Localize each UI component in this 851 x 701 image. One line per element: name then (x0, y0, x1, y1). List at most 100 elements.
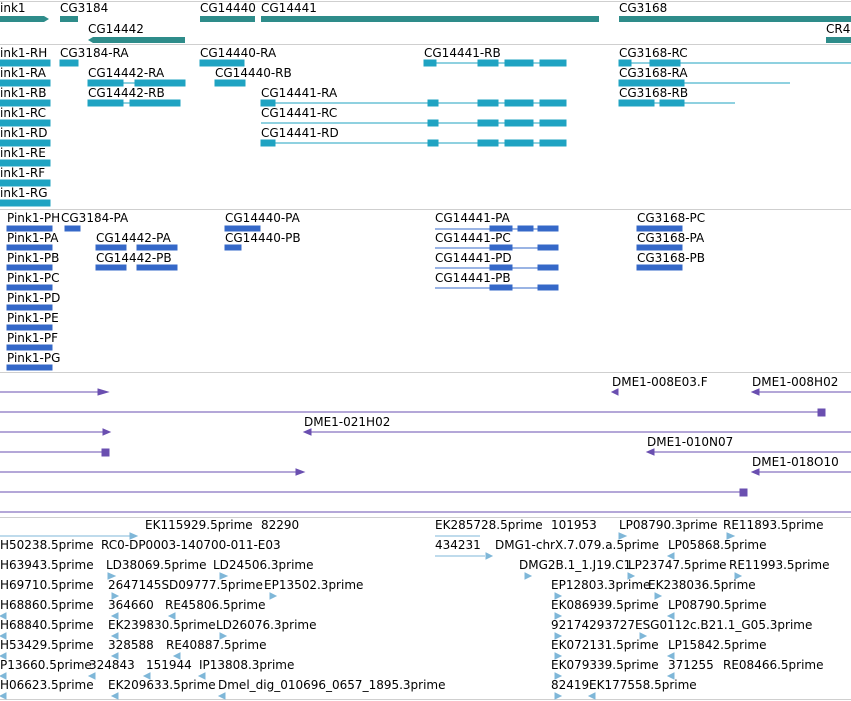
protein-label[interactable]: CG3168-PC (637, 211, 706, 225)
est-label[interactable]: RE11993.5prime (729, 558, 830, 572)
est-label[interactable]: H69710.5prime (0, 578, 94, 592)
transcript-exon[interactable] (0, 179, 51, 187)
protein-label[interactable]: Pink1-PE (7, 311, 59, 325)
transcript-label[interactable]: ink1-RH (0, 46, 48, 60)
est-arrow[interactable] (0, 692, 7, 700)
transcript-exon[interactable] (618, 99, 655, 107)
est-label[interactable]: 328588 (108, 638, 154, 652)
est-label[interactable]: RE08466.5prime (723, 658, 824, 672)
est-arrow[interactable] (111, 592, 120, 600)
protein-label[interactable]: CG14440-PB (225, 231, 301, 245)
gene-label[interactable]: CG3184 (60, 1, 109, 15)
est-label[interactable]: EP12803.3prime (551, 578, 651, 592)
transcript-label[interactable]: CG3184-RA (60, 46, 129, 60)
transcript-exon[interactable] (260, 99, 276, 107)
est-arrow[interactable] (269, 592, 278, 600)
est-arrow[interactable] (524, 572, 533, 580)
est-arrow[interactable] (618, 532, 628, 540)
transcript-label[interactable]: ink1-RD (0, 126, 48, 140)
gene-label[interactable]: CG14442 (88, 22, 144, 36)
protein-exon[interactable] (537, 284, 559, 291)
protein-exon[interactable] (95, 264, 127, 271)
est-arrow[interactable] (554, 632, 563, 640)
transcript-label[interactable]: CG3168-RB (619, 86, 689, 100)
clone-label[interactable]: DME1-008H02 (752, 375, 839, 389)
est-arrow[interactable] (0, 612, 7, 620)
est-arrow[interactable] (219, 632, 228, 640)
est-arrow[interactable] (110, 612, 119, 620)
gene-glyph[interactable] (826, 37, 851, 43)
protein-label[interactable]: Pink1-PD (7, 291, 61, 305)
est-label[interactable]: EK209633.5prime (108, 678, 216, 692)
est-label[interactable]: H50238.5prime (0, 538, 94, 552)
clone-end-marker[interactable] (101, 448, 110, 457)
transcript-label[interactable]: CG14440-RA (200, 46, 277, 60)
est-label[interactable]: 364660 (108, 598, 154, 612)
transcript-exon[interactable] (539, 99, 567, 107)
est-arrow[interactable] (554, 652, 563, 660)
transcript-exon[interactable] (59, 59, 79, 67)
transcript-exon[interactable] (0, 99, 51, 107)
protein-exon[interactable] (489, 244, 513, 251)
gene-glyph[interactable] (60, 16, 78, 22)
protein-exon[interactable] (136, 264, 178, 271)
transcript-exon[interactable] (0, 199, 51, 207)
est-label[interactable]: LP15842.5prime (668, 638, 767, 652)
transcript-label[interactable]: CG14441-RB (424, 46, 501, 60)
est-label[interactable]: H53429.5prime (0, 638, 94, 652)
est-label[interactable]: EK079339.5prime (551, 658, 659, 672)
transcript-exon[interactable] (87, 99, 124, 107)
clone-arrow[interactable] (610, 388, 619, 396)
est-label[interactable]: 101953 (551, 518, 597, 532)
protein-exon[interactable] (537, 264, 559, 271)
protein-label[interactable]: Pink1-PG (7, 351, 61, 365)
est-arrow[interactable] (666, 612, 675, 620)
est-arrow[interactable] (217, 692, 226, 700)
est-arrow[interactable] (167, 612, 176, 620)
est-arrow[interactable] (0, 632, 7, 640)
clone-label[interactable]: DME1-008E03.F (612, 375, 708, 389)
est-label[interactable]: 82419 (551, 678, 590, 692)
est-arrow[interactable] (666, 552, 675, 560)
est-label[interactable]: DMG2B.1_1.J19.C1 (519, 558, 632, 572)
est-label[interactable]: 434231 (435, 538, 481, 552)
est-arrow[interactable] (87, 672, 96, 680)
transcript-label[interactable]: ink1-RF (0, 166, 46, 180)
transcript-exon[interactable] (87, 79, 124, 87)
transcript-exon[interactable] (659, 99, 685, 107)
transcript-label[interactable]: ink1-RC (0, 106, 46, 120)
protein-label[interactable]: CG14441-PD (435, 251, 512, 265)
est-label[interactable]: LD38069.5prime (106, 558, 207, 572)
est-label[interactable]: IP13808.3prime (199, 658, 295, 672)
est-arrow[interactable] (554, 672, 563, 680)
protein-exon[interactable] (95, 244, 127, 251)
est-label[interactable]: H06623.5prime (0, 678, 94, 692)
transcript-exon[interactable] (504, 99, 534, 107)
est-arrow[interactable] (587, 692, 596, 700)
protein-exon[interactable] (6, 344, 53, 351)
transcript-exon[interactable] (423, 59, 437, 67)
protein-exon[interactable] (6, 324, 53, 331)
est-label[interactable]: RE45806.5prime (165, 598, 266, 612)
clone-arrow[interactable] (102, 428, 112, 436)
est-label[interactable]: RE11893.5prime (723, 518, 824, 532)
est-label[interactable]: H68860.5prime (0, 598, 94, 612)
est-arrow[interactable] (0, 652, 7, 660)
est-label[interactable]: H68840.5prime (0, 618, 94, 632)
transcript-label[interactable]: CG14440-RB (215, 66, 292, 80)
clone-arrow[interactable] (295, 468, 306, 476)
protein-exon[interactable] (537, 225, 559, 232)
transcript-exon[interactable] (477, 59, 499, 67)
clone-end-marker[interactable] (739, 488, 748, 497)
transcript-label[interactable]: CG14442-RB (88, 86, 165, 100)
transcript-label[interactable]: ink1-RE (0, 146, 46, 160)
est-label[interactable]: EK177558.5prime (589, 678, 697, 692)
est-arrow[interactable] (666, 652, 675, 660)
est-arrow[interactable] (110, 692, 119, 700)
transcript-label[interactable]: CG3168-RA (619, 66, 688, 80)
transcript-exon[interactable] (477, 139, 499, 147)
transcript-exon[interactable] (427, 119, 439, 127)
transcript-exon[interactable] (0, 59, 51, 67)
gene-glyph[interactable] (0, 16, 49, 22)
transcript-exon[interactable] (0, 159, 51, 167)
